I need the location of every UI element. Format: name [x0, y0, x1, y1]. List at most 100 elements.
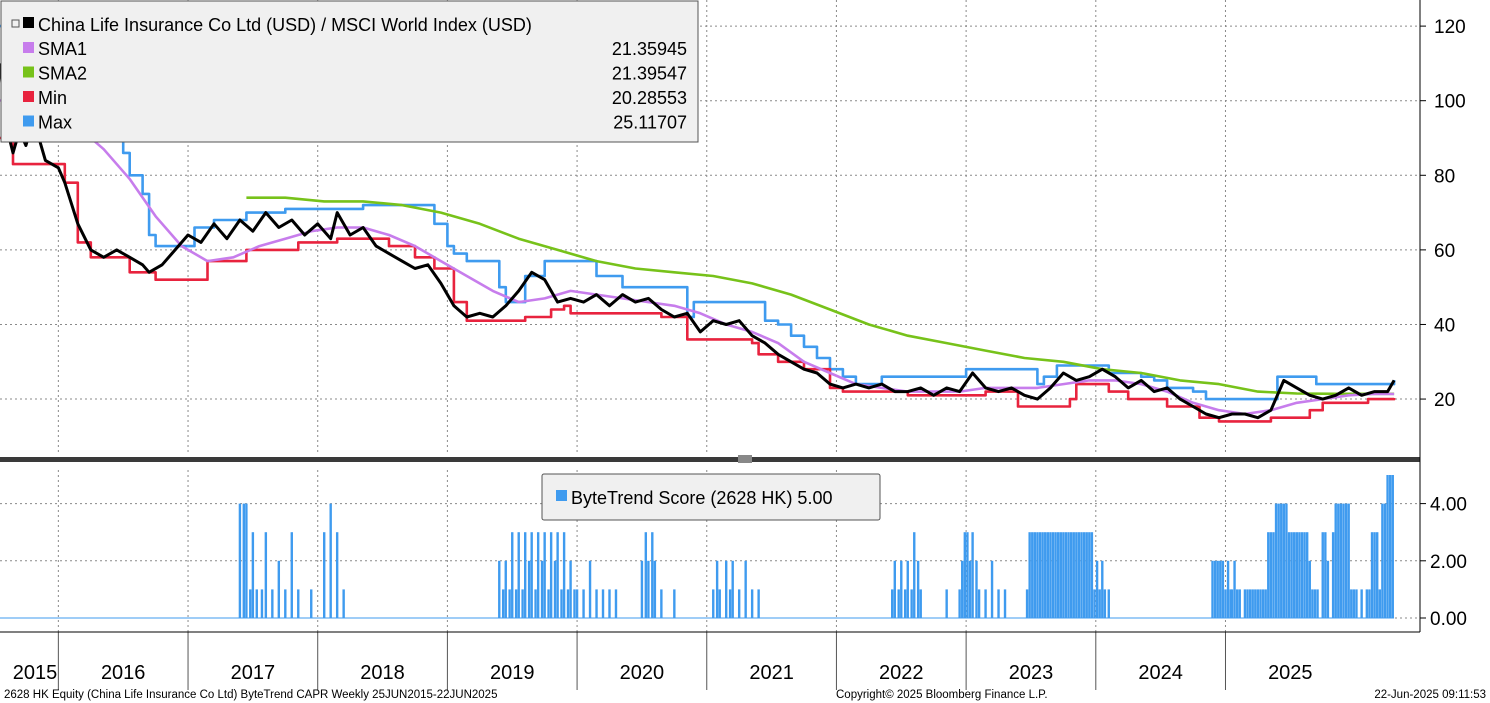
score-bar — [1238, 589, 1241, 618]
score-bar — [573, 589, 576, 618]
series-line-max — [0, 24, 1396, 401]
score-bar — [1211, 560, 1214, 618]
lower-legend-swatch — [556, 490, 567, 501]
x-tick-label: 2025 — [1268, 662, 1313, 684]
score-bar — [647, 560, 650, 618]
score-bar — [530, 532, 533, 618]
legend-series-value: 25.11707 — [613, 113, 687, 133]
score-bar — [614, 589, 618, 618]
x-tick-label: 2023 — [1009, 662, 1054, 684]
score-bar — [517, 532, 520, 618]
score-bar — [1305, 532, 1309, 618]
score-bar — [514, 589, 518, 618]
score-bar — [1370, 532, 1374, 618]
score-bar — [1072, 532, 1075, 618]
score-bar — [1067, 532, 1070, 618]
score-bar — [893, 560, 896, 618]
score-bar — [1003, 589, 1007, 618]
legend-swatch — [23, 115, 34, 127]
score-bar — [540, 560, 544, 618]
score-bar — [1293, 532, 1296, 618]
score-bar — [1311, 589, 1314, 618]
score-bar — [971, 532, 974, 618]
score-bar — [569, 560, 572, 618]
score-bar — [508, 589, 511, 618]
score-bar — [1233, 560, 1236, 618]
score-bar — [1264, 589, 1267, 618]
lower-y-tick-label: 2.00 — [1430, 552, 1467, 573]
score-bar — [1046, 532, 1050, 618]
score-bar — [1331, 532, 1335, 618]
score-bar — [521, 589, 524, 618]
score-bar — [1101, 560, 1104, 618]
score-bar — [1095, 560, 1099, 618]
score-bar — [651, 532, 654, 618]
score-bar — [524, 532, 527, 618]
score-bar — [1261, 589, 1265, 618]
score-bar — [1308, 560, 1311, 618]
score-bar — [549, 532, 553, 618]
score-bar — [556, 532, 559, 618]
score-bar — [582, 589, 585, 618]
upper-legend: China Life Insurance Co Ltd (USD) / MSCI… — [0, 0, 699, 143]
panel-divider[interactable] — [0, 457, 1420, 462]
score-bar — [290, 532, 293, 618]
score-bar — [1254, 589, 1257, 618]
score-bar — [1230, 589, 1234, 618]
lower-legend: ByteTrend Score (2628 HK) 5.00 — [541, 473, 881, 521]
score-bar — [1256, 589, 1260, 618]
score-bar — [543, 532, 546, 618]
panel-divider-grip[interactable] — [738, 455, 752, 463]
legend-series-name: Min — [38, 88, 67, 108]
score-bar — [1269, 532, 1273, 618]
score-bar — [498, 560, 501, 618]
legend-collapse-icon[interactable] — [11, 19, 20, 28]
score-bar — [1248, 589, 1252, 618]
score-bar — [1274, 503, 1278, 618]
score-bar — [977, 589, 981, 618]
series-line-china-life-insurance-co-ltd-us — [0, 63, 1396, 420]
footer-right: 22-Jun-2025 09:11:53 — [1374, 689, 1486, 701]
score-bar — [1347, 503, 1350, 618]
score-bar — [566, 589, 570, 618]
score-bar — [1368, 589, 1371, 618]
score-bar — [1216, 560, 1219, 618]
score-bar — [575, 589, 579, 618]
x-tick-label: 2019 — [490, 662, 535, 684]
score-bar — [644, 532, 648, 618]
series-line-sma1 — [0, 91, 1395, 416]
score-bar — [750, 589, 754, 618]
score-bar — [504, 560, 507, 618]
score-bar — [1069, 532, 1073, 618]
score-bar — [1098, 589, 1101, 618]
score-bar — [1267, 532, 1270, 618]
score-bar — [653, 560, 657, 618]
score-bar — [673, 589, 676, 618]
score-bar — [1285, 503, 1288, 618]
score-bar — [511, 532, 514, 618]
score-bar — [1321, 532, 1324, 618]
score-bar — [1303, 532, 1306, 618]
score-bar — [718, 589, 721, 618]
score-bar — [342, 589, 345, 618]
score-bar — [1090, 532, 1094, 618]
score-bar — [255, 589, 258, 618]
score-bar — [660, 589, 663, 618]
score-bar — [910, 589, 913, 618]
score-bar — [1376, 532, 1379, 618]
y-tick-label: 20 — [1434, 390, 1455, 411]
score-bar — [1259, 589, 1262, 618]
score-bar — [919, 589, 922, 618]
score-bar — [1036, 532, 1039, 618]
legend-swatch — [23, 91, 34, 102]
y-tick-label: 120 — [1434, 17, 1466, 38]
score-bar — [277, 560, 281, 618]
score-bar — [1051, 532, 1055, 618]
series-line-sma2 — [246, 196, 1395, 396]
score-bar — [553, 560, 557, 618]
legend-swatch — [23, 66, 34, 78]
legend-series-name: Max — [38, 113, 72, 133]
x-tick-label: 2017 — [231, 662, 276, 684]
score-bar — [961, 560, 964, 618]
